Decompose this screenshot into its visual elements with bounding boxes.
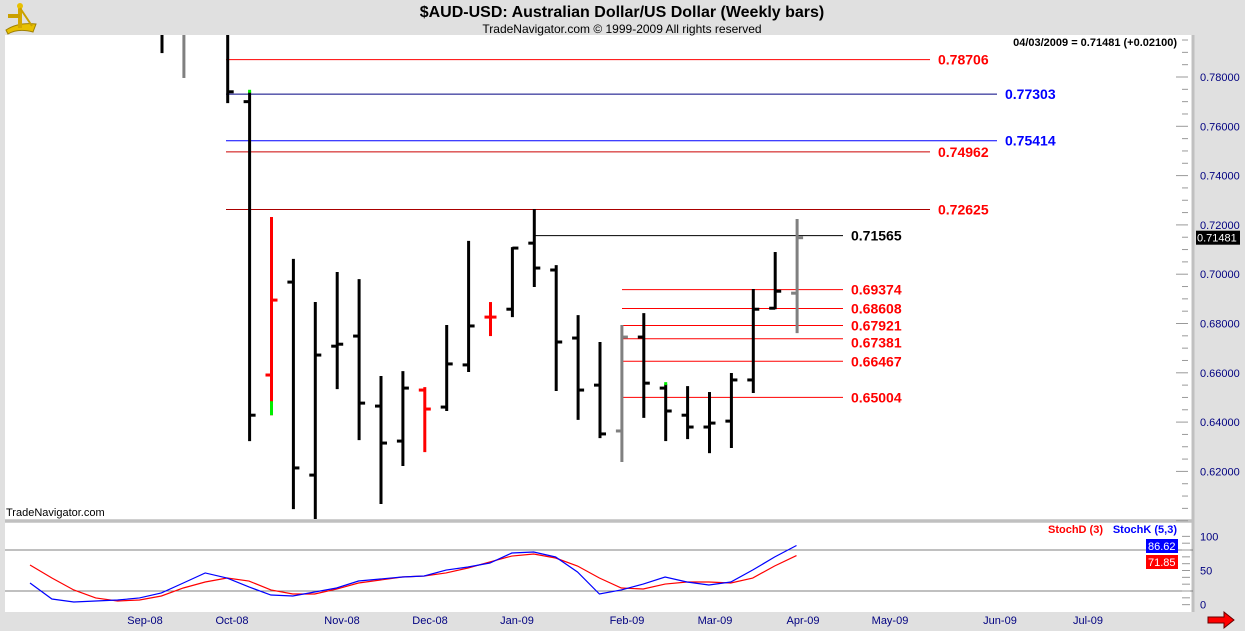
level-label: 0.69374 [851, 282, 902, 298]
logo [5, 3, 37, 35]
price-bar [769, 252, 782, 310]
price-bar [462, 240, 475, 373]
price-bar [353, 279, 366, 441]
price-bar [791, 218, 804, 334]
price-bar [309, 302, 322, 519]
sextant-logo-icon [5, 3, 37, 35]
x-tick-label: Jul-09 [1073, 615, 1103, 627]
x-tick-label: Apr-09 [786, 615, 819, 627]
x-tick-label: Oct-08 [215, 615, 248, 627]
bar-marker [248, 89, 252, 93]
y-tick-label: 0.64000 [1200, 417, 1240, 429]
chart-title: $AUD-USD: Australian Dollar/US Dollar (W… [420, 4, 825, 21]
x-tick-label: Dec-08 [412, 615, 447, 627]
arrow-right-icon[interactable] [1207, 610, 1235, 630]
price-bar [396, 371, 409, 466]
price-bar [375, 376, 387, 504]
stoch-panel [5, 523, 1193, 612]
price-bar [440, 324, 453, 412]
price-bar [637, 313, 650, 418]
price-panel [5, 35, 1193, 519]
x-tick-label: May-09 [872, 615, 909, 627]
y-tick-label: 0.74000 [1200, 171, 1240, 183]
copyright: TradeNavigator.com © 1999-2009 All right… [482, 22, 761, 36]
price-bar [659, 382, 672, 442]
y-tick-label: 0.66000 [1200, 368, 1240, 380]
price-bar [331, 271, 344, 390]
price-bar [594, 341, 606, 439]
stoch-value-label: 86.62 [1148, 541, 1176, 553]
level-label: 0.65004 [851, 389, 902, 405]
stoch-value-box [1146, 555, 1178, 569]
y-tick-label: 0.76000 [1200, 121, 1240, 133]
bar-marker [664, 382, 668, 386]
x-tick-label: Jun-09 [983, 615, 1017, 627]
x-tick-label: Mar-09 [698, 615, 733, 627]
price-bar [484, 302, 497, 337]
stochk-line [29, 544, 797, 603]
price-bar [615, 324, 628, 463]
x-tick-label: Sep-08 [127, 615, 162, 627]
level-label: 0.71565 [851, 228, 902, 244]
x-tick-label: Jan-09 [500, 615, 534, 627]
watermark: TradeNavigator.com [6, 507, 105, 519]
y-tick-label: 0.70000 [1200, 269, 1240, 281]
x-tick-label: Feb-09 [610, 615, 645, 627]
stoch-tick-label: 100 [1200, 531, 1218, 543]
level-label: 0.78706 [938, 52, 989, 68]
level-label: 0.67381 [851, 335, 902, 351]
y-tick-label: 0.68000 [1200, 319, 1240, 331]
level-label: 0.74962 [938, 144, 989, 160]
stochk-legend: StochK (5,3) [1113, 524, 1178, 536]
price-bar [287, 258, 300, 510]
stoch-tick-label: 50 [1200, 566, 1212, 578]
level-label: 0.72625 [938, 201, 989, 217]
price-bar [265, 217, 278, 416]
price-bar [703, 392, 716, 454]
price-bar [725, 373, 738, 448]
stoch-value-box [1146, 539, 1178, 553]
x-tick-label: Nov-08 [324, 615, 359, 627]
y-tick-label: 0.78000 [1200, 72, 1240, 84]
y-tick-label: 0.72000 [1200, 220, 1240, 232]
price-bar [418, 387, 431, 453]
level-label: 0.66467 [851, 353, 902, 369]
price-bar [747, 288, 760, 394]
scroll-right-button[interactable] [1207, 610, 1235, 630]
price-bar [572, 315, 585, 420]
stochd-legend: StochD (3) [1048, 524, 1103, 536]
level-label: 0.75414 [1005, 133, 1056, 149]
stoch-value-label: 71.85 [1148, 557, 1176, 569]
price-bar [243, 89, 256, 442]
price-bar [550, 265, 563, 392]
price-bar [681, 386, 694, 440]
price-bar [506, 246, 519, 318]
bar-marker [270, 401, 273, 416]
last-price-label: 0.71481 [1197, 233, 1237, 245]
level-label: 0.68608 [851, 301, 902, 317]
stoch-tick-label: 0 [1200, 600, 1206, 612]
price-bar [528, 209, 541, 288]
y-tick-label: 0.62000 [1200, 466, 1240, 478]
level-label: 0.67921 [851, 318, 902, 334]
level-label: 0.77303 [1005, 86, 1056, 102]
price-bar [226, 35, 234, 104]
quote-readout: 04/03/2009 = 0.71481 (+0.02100) [1013, 37, 1177, 49]
last-price-box [1196, 230, 1240, 245]
